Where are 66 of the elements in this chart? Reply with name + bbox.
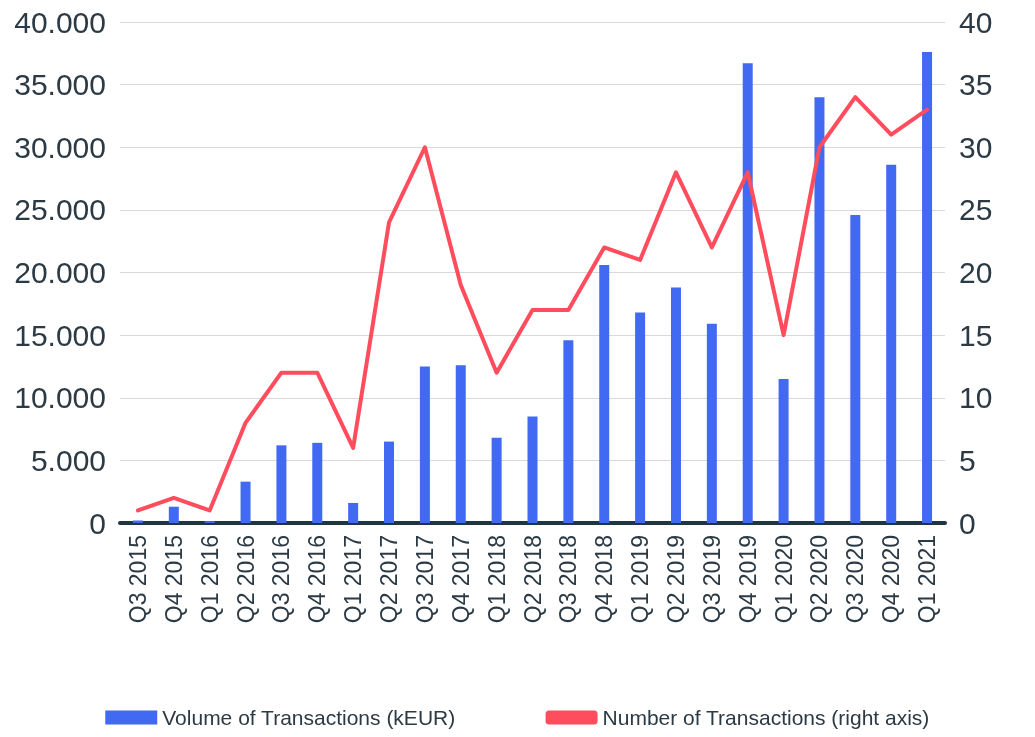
- y-tick-label: 15.000: [14, 318, 106, 352]
- x-tick-label: Q4 2019: [734, 535, 761, 624]
- x-tick-label: Q4 2016: [304, 535, 331, 624]
- y-tick-label: 30.000: [14, 130, 106, 164]
- x-tick-label: Q2 2019: [662, 535, 689, 624]
- x-tick-label: Q2 2018: [519, 535, 546, 624]
- bar: [814, 97, 825, 523]
- x-tick-label: Q1 2017: [340, 535, 367, 624]
- bar: [670, 287, 681, 523]
- x-tick-label: Q1 2019: [627, 535, 654, 624]
- y2-tick-label: 40: [959, 5, 993, 39]
- x-tick-label: Q4 2018: [591, 535, 618, 624]
- x-tick-label: Q4 2017: [447, 535, 474, 624]
- y-tick-label: 35.000: [14, 68, 106, 102]
- y2-tick-label: 20: [959, 256, 993, 289]
- x-tick-label: Q3 2018: [555, 535, 582, 624]
- x-tick-label: Q3 2020: [842, 535, 869, 624]
- bar: [742, 63, 753, 523]
- bar: [599, 264, 610, 523]
- y2-tick-label: 25: [959, 193, 993, 227]
- x-tick-label: Q1 2018: [483, 535, 510, 624]
- y2-tick-label: 5: [959, 443, 976, 477]
- x-tick-label: Q4 2015: [160, 535, 187, 624]
- x-tick-label: Q2 2017: [376, 535, 403, 624]
- x-tick-label: Q2 2020: [806, 535, 833, 624]
- x-tick-label: Q3 2017: [411, 535, 438, 624]
- bar: [455, 365, 466, 523]
- y-tick-label: 5.000: [30, 443, 106, 477]
- bar: [527, 416, 538, 523]
- bar: [132, 520, 143, 523]
- bar: [348, 502, 359, 523]
- bar: [240, 481, 251, 523]
- x-tick-label: Q4 2020: [878, 535, 905, 624]
- x-tick-label: Q3 2016: [268, 535, 295, 624]
- bar: [168, 506, 179, 523]
- bar: [276, 445, 287, 523]
- y2-tick-label: 35: [959, 68, 993, 102]
- x-tick-label: Q1 2021: [914, 535, 941, 624]
- x-tick-label: Q3 2019: [698, 535, 725, 624]
- bar: [778, 378, 789, 523]
- bar: [922, 52, 933, 523]
- legend-label: Volume of Transactions (kEUR): [162, 706, 456, 729]
- y2-tick-label: 30: [959, 130, 993, 164]
- y-tick-label: 20.000: [14, 256, 106, 289]
- x-tick-label: Q1 2016: [196, 535, 223, 624]
- y2-tick-label: 15: [959, 318, 993, 352]
- bar: [706, 323, 717, 523]
- bar: [850, 214, 861, 523]
- y2-tick-label: 0: [959, 506, 976, 540]
- bar: [491, 437, 502, 523]
- y-tick-label: 10.000: [14, 381, 106, 415]
- bar: [635, 312, 646, 523]
- bar: [886, 164, 897, 523]
- y2-tick-label: 10: [959, 381, 993, 415]
- x-tick-label: Q2 2016: [232, 535, 259, 624]
- legend-label: Number of Transactions (right axis): [602, 706, 930, 729]
- bar: [312, 442, 323, 523]
- y-tick-label: 0: [89, 506, 106, 540]
- y-tick-label: 25.000: [14, 193, 106, 227]
- bar: [563, 340, 574, 523]
- x-tick-label: Q3 2015: [124, 535, 151, 624]
- bar: [384, 441, 395, 523]
- y-tick-label: 40.000: [14, 5, 106, 39]
- line-series: [135, 95, 930, 513]
- x-tick-label: Q1 2020: [770, 535, 797, 624]
- bar: [419, 366, 430, 523]
